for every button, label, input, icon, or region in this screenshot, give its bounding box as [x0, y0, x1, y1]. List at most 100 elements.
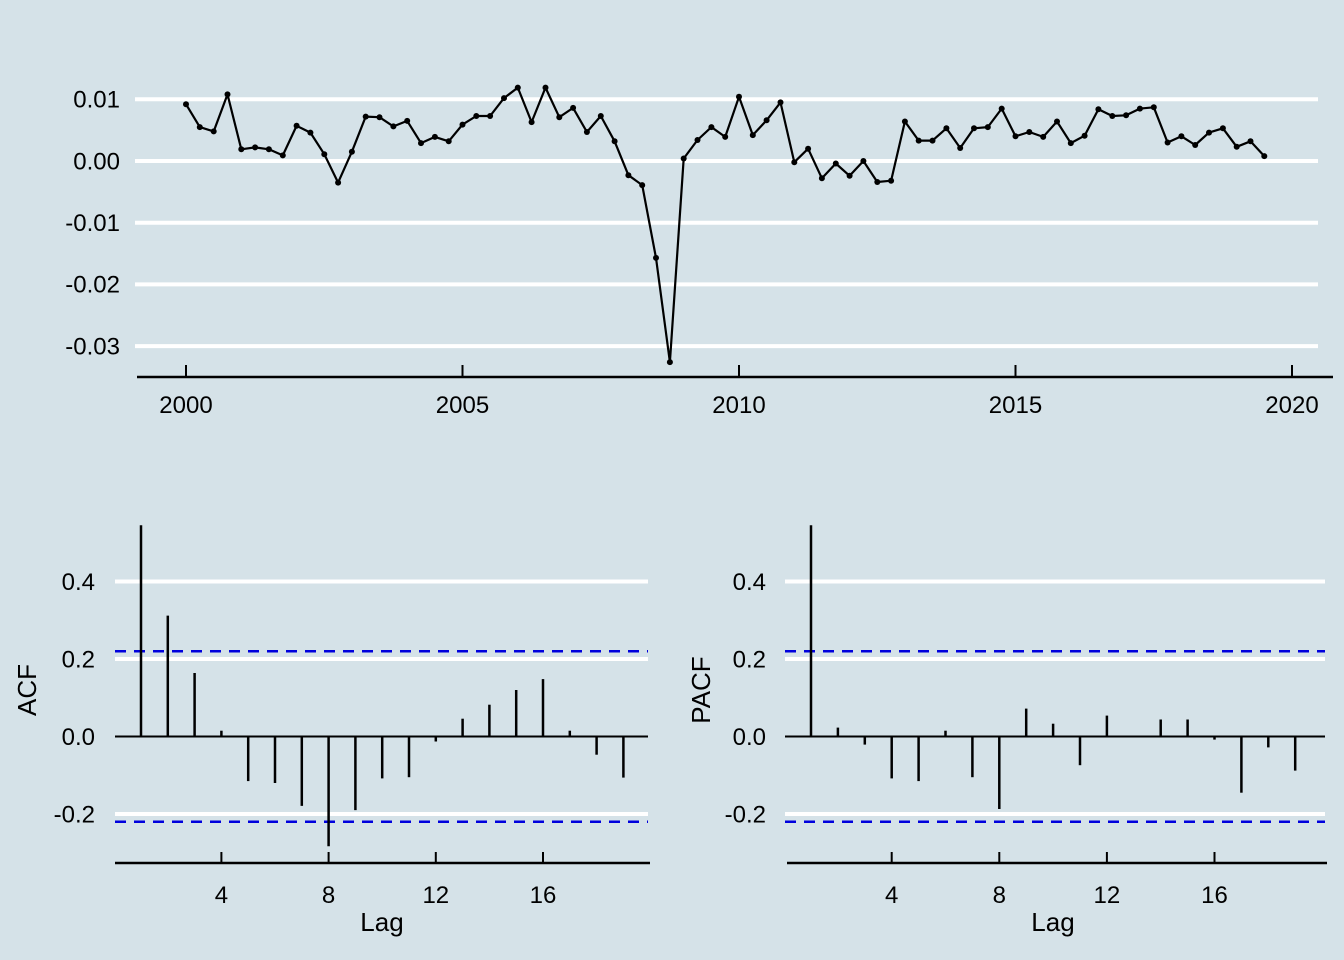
x-tick-label: 4 — [885, 882, 898, 909]
data-point-marker — [708, 124, 715, 131]
y-tick-label: 0.00 — [73, 148, 120, 175]
data-point-marker — [1150, 104, 1157, 111]
data-point-marker — [473, 113, 480, 119]
data-point-marker — [335, 179, 342, 186]
data-point-marker — [1164, 139, 1171, 146]
data-point-marker — [874, 179, 881, 185]
y-tick-label: -0.2 — [54, 801, 95, 828]
data-point-marker — [846, 172, 853, 179]
y-tick-label: -0.02 — [65, 272, 120, 299]
data-point-marker — [183, 101, 189, 108]
timeseries-panel: 0.01 0.00 -0.01 -0.02 -0.03 2000 2005 2010 2015 2… — [65, 84, 1333, 419]
data-point-marker — [1178, 133, 1185, 140]
x-tick-label: 2020 — [1265, 392, 1318, 419]
data-point-marker — [1136, 105, 1143, 112]
y-tick-label: -0.2 — [725, 801, 766, 828]
data-point-marker — [431, 133, 438, 140]
data-point-marker — [805, 145, 812, 152]
data-point-marker — [625, 172, 632, 179]
y-tick-label: 0.0 — [733, 724, 766, 751]
data-point-marker — [501, 95, 507, 102]
data-point-marker — [680, 155, 687, 162]
data-point-marker — [528, 119, 535, 126]
data-point-marker — [1192, 142, 1199, 148]
x-tick-label: 4 — [215, 882, 228, 909]
data-point-marker — [597, 113, 604, 119]
x-tick-label: 8 — [993, 882, 1006, 909]
y-tick-label: -0.03 — [65, 333, 120, 360]
y-axis-title: PACF — [686, 656, 716, 723]
data-point-marker — [611, 138, 618, 145]
x-axis-title: Lag — [360, 907, 403, 937]
data-point-marker — [1206, 129, 1212, 136]
data-point-marker — [1233, 143, 1240, 150]
data-point-marker — [459, 121, 466, 128]
data-point-marker — [915, 137, 922, 144]
data-point-marker — [818, 175, 825, 182]
y-tick-label: 0.4 — [733, 569, 766, 596]
data-point-marker — [445, 138, 452, 145]
data-point-marker — [1123, 112, 1130, 119]
y-axis-title: ACF — [12, 664, 42, 716]
data-point-marker — [556, 114, 563, 121]
data-point-marker — [957, 145, 964, 151]
data-point-marker — [404, 117, 411, 124]
data-point-marker — [265, 146, 272, 153]
x-tick-label: 8 — [322, 882, 335, 909]
data-point-marker — [238, 146, 245, 153]
data-point-marker — [321, 151, 328, 158]
data-point-marker — [293, 122, 300, 129]
data-point-marker — [971, 125, 977, 132]
data-point-marker — [362, 113, 369, 120]
x-tick-label: 2010 — [712, 392, 765, 419]
data-point-marker — [1247, 138, 1254, 145]
data-point-marker — [487, 113, 494, 119]
data-point-marker — [943, 125, 950, 132]
data-point-marker — [542, 84, 549, 91]
data-point-marker — [998, 105, 1005, 112]
x-tick-label: 12 — [1094, 882, 1121, 909]
data-point-marker — [1081, 132, 1088, 139]
data-point-marker — [736, 93, 742, 100]
data-point-marker — [1109, 113, 1116, 119]
pacf-panel: 0.4 0.2 0.0 -0.2 4 8 12 16 PACF Lag — [686, 525, 1327, 937]
x-tick-label: 16 — [530, 882, 557, 909]
x-tick-label: 16 — [1201, 882, 1228, 909]
data-point-marker — [1012, 133, 1019, 140]
data-point-marker — [722, 133, 729, 140]
data-point-marker — [418, 140, 424, 147]
data-point-marker — [348, 148, 355, 155]
y-tick-label: 0.01 — [73, 87, 120, 114]
data-point-marker — [514, 84, 521, 91]
data-point-marker — [252, 144, 259, 151]
data-point-marker — [1261, 153, 1268, 160]
time-series-line — [185, 86, 1266, 364]
data-point-marker — [763, 117, 770, 124]
data-point-marker — [860, 158, 867, 164]
y-tick-label: 0.0 — [62, 724, 95, 751]
data-point-marker — [901, 118, 908, 125]
data-point-marker — [791, 159, 798, 166]
x-tick-label: 2015 — [989, 392, 1042, 419]
data-point-marker — [1054, 118, 1060, 125]
data-point-marker — [1095, 106, 1102, 113]
data-point-marker — [570, 104, 577, 111]
y-tick-label: 0.4 — [62, 569, 95, 596]
data-point-marker — [653, 254, 659, 261]
data-point-marker — [1026, 129, 1033, 135]
data-point-marker — [376, 114, 383, 121]
data-point-marker — [666, 359, 673, 366]
x-axis-title: Lag — [1031, 907, 1074, 937]
x-tick-label: 2005 — [436, 392, 489, 419]
data-point-marker — [1219, 125, 1226, 132]
acf-panel: 0.4 0.2 0.0 -0.2 4 8 12 16 ACF Lag — [12, 525, 650, 937]
data-point-marker — [639, 182, 646, 189]
data-point-marker — [390, 123, 397, 130]
data-point-marker — [1040, 133, 1047, 140]
y-tick-label: 0.2 — [62, 646, 95, 673]
x-tick-label: 12 — [422, 882, 449, 909]
data-point-marker — [694, 137, 701, 143]
data-point-marker — [279, 152, 286, 159]
x-tick-label: 2000 — [159, 392, 212, 419]
